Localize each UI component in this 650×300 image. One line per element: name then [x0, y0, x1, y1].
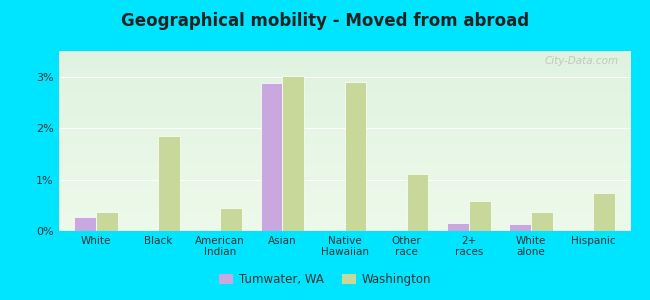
Bar: [158, 136, 180, 231]
Bar: [531, 212, 552, 231]
Bar: [261, 83, 282, 231]
Bar: [407, 174, 428, 231]
Bar: [593, 194, 615, 231]
Bar: [282, 76, 304, 231]
Bar: [469, 201, 491, 231]
Bar: [220, 208, 242, 231]
Bar: [344, 82, 366, 231]
Text: City-Data.com: City-Data.com: [545, 56, 619, 66]
Bar: [447, 223, 469, 231]
Text: Geographical mobility - Moved from abroad: Geographical mobility - Moved from abroa…: [121, 12, 529, 30]
Bar: [96, 212, 118, 231]
Legend: Tumwater, WA, Washington: Tumwater, WA, Washington: [214, 269, 436, 291]
Bar: [509, 224, 531, 231]
Bar: [74, 217, 96, 231]
